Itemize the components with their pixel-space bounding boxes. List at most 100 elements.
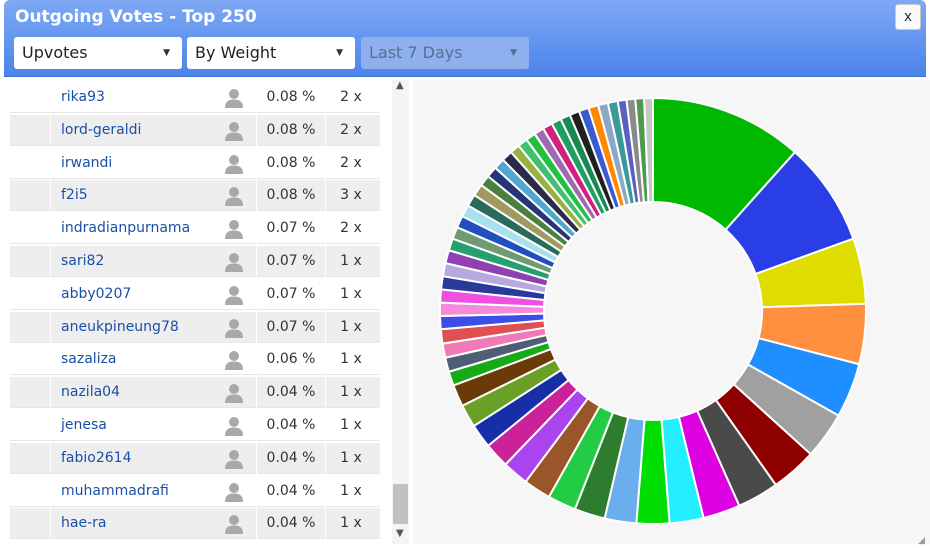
- list-scrollbar[interactable]: ▲ ▼: [392, 80, 409, 544]
- vote-count: 1 x: [325, 278, 376, 310]
- voter-name-link[interactable]: aneukpineung78: [61, 318, 179, 335]
- voter-name-link[interactable]: f2i5: [61, 187, 88, 204]
- voter-name-link[interactable]: muhammadrafi: [61, 482, 169, 499]
- row-rank-cell: [10, 213, 51, 244]
- table-row: rika93 0.08 % 2 x: [10, 82, 380, 113]
- row-rank-cell: [10, 278, 51, 309]
- row-rank-cell: [10, 377, 51, 408]
- vote-count: 2 x: [325, 147, 376, 179]
- row-rank-cell: [10, 475, 51, 506]
- row-rank-cell: [10, 344, 51, 375]
- table-row: muhammadrafi 0.04 % 1 x: [10, 475, 380, 507]
- row-rank-cell: [10, 311, 51, 342]
- vote-percent: 0.07 %: [256, 213, 325, 245]
- vote-count: 1 x: [325, 475, 376, 507]
- table-row: fabio2614 0.04 % 1 x: [10, 442, 380, 474]
- user-avatar-icon: [225, 154, 243, 174]
- dialog-titlebar: Outgoing Votes - Top 250 x Upvotes ▼ By …: [4, 0, 926, 77]
- user-avatar-icon: [225, 187, 243, 207]
- row-rank-cell: [10, 114, 51, 145]
- voter-name-link[interactable]: lord-geraldi: [61, 121, 142, 138]
- vote-percent: 0.04 %: [256, 442, 325, 474]
- voter-name-link[interactable]: jenesa: [61, 417, 107, 433]
- table-row: sazaliza 0.06 % 1 x: [10, 344, 380, 376]
- vote-count: 1 x: [325, 246, 376, 277]
- table-row: lord-geraldi 0.08 % 2 x: [10, 114, 380, 146]
- resize-grip-icon[interactable]: ◢: [918, 536, 925, 546]
- chevron-down-icon: ▼: [510, 48, 517, 58]
- dialog-title: Outgoing Votes - Top 250: [15, 7, 257, 27]
- user-avatar-icon: [225, 515, 243, 535]
- chevron-down-icon: ▼: [336, 48, 343, 58]
- close-button[interactable]: x: [895, 4, 921, 30]
- user-avatar-icon: [225, 318, 243, 338]
- vote-count: 1 x: [325, 344, 376, 376]
- scroll-down-icon[interactable]: ▼: [396, 528, 404, 539]
- vote-type-select[interactable]: Upvotes ▼: [14, 37, 182, 69]
- vote-count: 2 x: [325, 213, 376, 245]
- table-row: f2i5 0.08 % 3 x: [10, 180, 380, 212]
- voter-name-link[interactable]: fabio2614: [61, 449, 132, 466]
- vote-count: 1 x: [325, 508, 376, 540]
- vote-percent: 0.04 %: [256, 410, 325, 441]
- table-row: abby0207 0.07 % 1 x: [10, 278, 380, 310]
- outgoing-votes-dialog: Outgoing Votes - Top 250 x Upvotes ▼ By …: [4, 0, 930, 546]
- vote-percent: 0.04 %: [256, 475, 325, 507]
- period-select[interactable]: Last 7 Days ▼: [361, 37, 529, 69]
- voter-name-link[interactable]: rika93: [61, 89, 105, 105]
- vote-percent: 0.08 %: [256, 114, 325, 146]
- vote-percent: 0.08 %: [256, 147, 325, 179]
- scroll-up-icon[interactable]: ▲: [396, 80, 404, 91]
- vote-count: 1 x: [325, 377, 376, 409]
- scrollbar-thumb[interactable]: [393, 484, 408, 524]
- voter-name-link[interactable]: irwandi: [61, 154, 113, 171]
- voter-name-link[interactable]: abby0207: [61, 285, 132, 302]
- table-row: hae-ra 0.04 % 1 x: [10, 508, 380, 540]
- vote-count: 2 x: [325, 114, 376, 146]
- user-avatar-icon: [225, 384, 243, 404]
- row-rank-cell: [10, 508, 51, 539]
- user-avatar-icon: [225, 449, 243, 469]
- vote-count: 2 x: [325, 82, 376, 113]
- vote-percent: 0.07 %: [256, 311, 325, 343]
- voter-name-link[interactable]: nazila04: [61, 384, 120, 401]
- table-row: sari82 0.07 % 1 x: [10, 246, 380, 277]
- vote-share-chart-panel: [413, 80, 930, 544]
- vote-type-value: Upvotes: [22, 43, 88, 62]
- row-rank-cell: [10, 82, 51, 112]
- user-avatar-icon: [225, 220, 243, 240]
- table-row: irwandi 0.08 % 2 x: [10, 147, 380, 179]
- table-row: aneukpineung78 0.07 % 1 x: [10, 311, 380, 343]
- user-avatar-icon: [225, 482, 243, 502]
- voter-name-link[interactable]: indradianpurnama: [61, 220, 191, 237]
- user-avatar-icon: [225, 121, 243, 141]
- vote-percent: 0.04 %: [256, 377, 325, 409]
- period-value: Last 7 Days: [369, 43, 463, 62]
- vote-count: 3 x: [325, 180, 376, 212]
- user-avatar-icon: [225, 417, 243, 436]
- table-row: nazila04 0.04 % 1 x: [10, 377, 380, 409]
- row-rank-cell: [10, 180, 51, 211]
- user-avatar-icon: [225, 285, 243, 305]
- vote-percent: 0.08 %: [256, 82, 325, 113]
- voter-name-link[interactable]: sazaliza: [61, 351, 117, 368]
- vote-percent: 0.04 %: [256, 508, 325, 540]
- voter-list: rika93 0.08 % 2 x lord-geraldi 0.08 % 2 x irwa…: [10, 82, 382, 542]
- voter-name-link[interactable]: sari82: [61, 253, 105, 269]
- user-avatar-icon: [225, 253, 243, 272]
- chevron-down-icon: ▼: [163, 48, 170, 58]
- sort-value: By Weight: [195, 43, 277, 62]
- user-avatar-icon: [225, 351, 243, 371]
- vote-percent: 0.08 %: [256, 180, 325, 212]
- donut-slice[interactable]: [643, 96, 654, 204]
- row-rank-cell: [10, 410, 51, 440]
- voter-name-link[interactable]: hae-ra: [61, 515, 107, 532]
- table-row: indradianpurnama 0.07 % 2 x: [10, 213, 380, 245]
- vote-count: 1 x: [325, 311, 376, 343]
- vote-percent: 0.06 %: [256, 344, 325, 376]
- sort-select[interactable]: By Weight ▼: [187, 37, 355, 69]
- vote-percent: 0.07 %: [256, 246, 325, 277]
- vote-count: 1 x: [325, 442, 376, 474]
- row-rank-cell: [10, 246, 51, 276]
- user-avatar-icon: [225, 89, 243, 108]
